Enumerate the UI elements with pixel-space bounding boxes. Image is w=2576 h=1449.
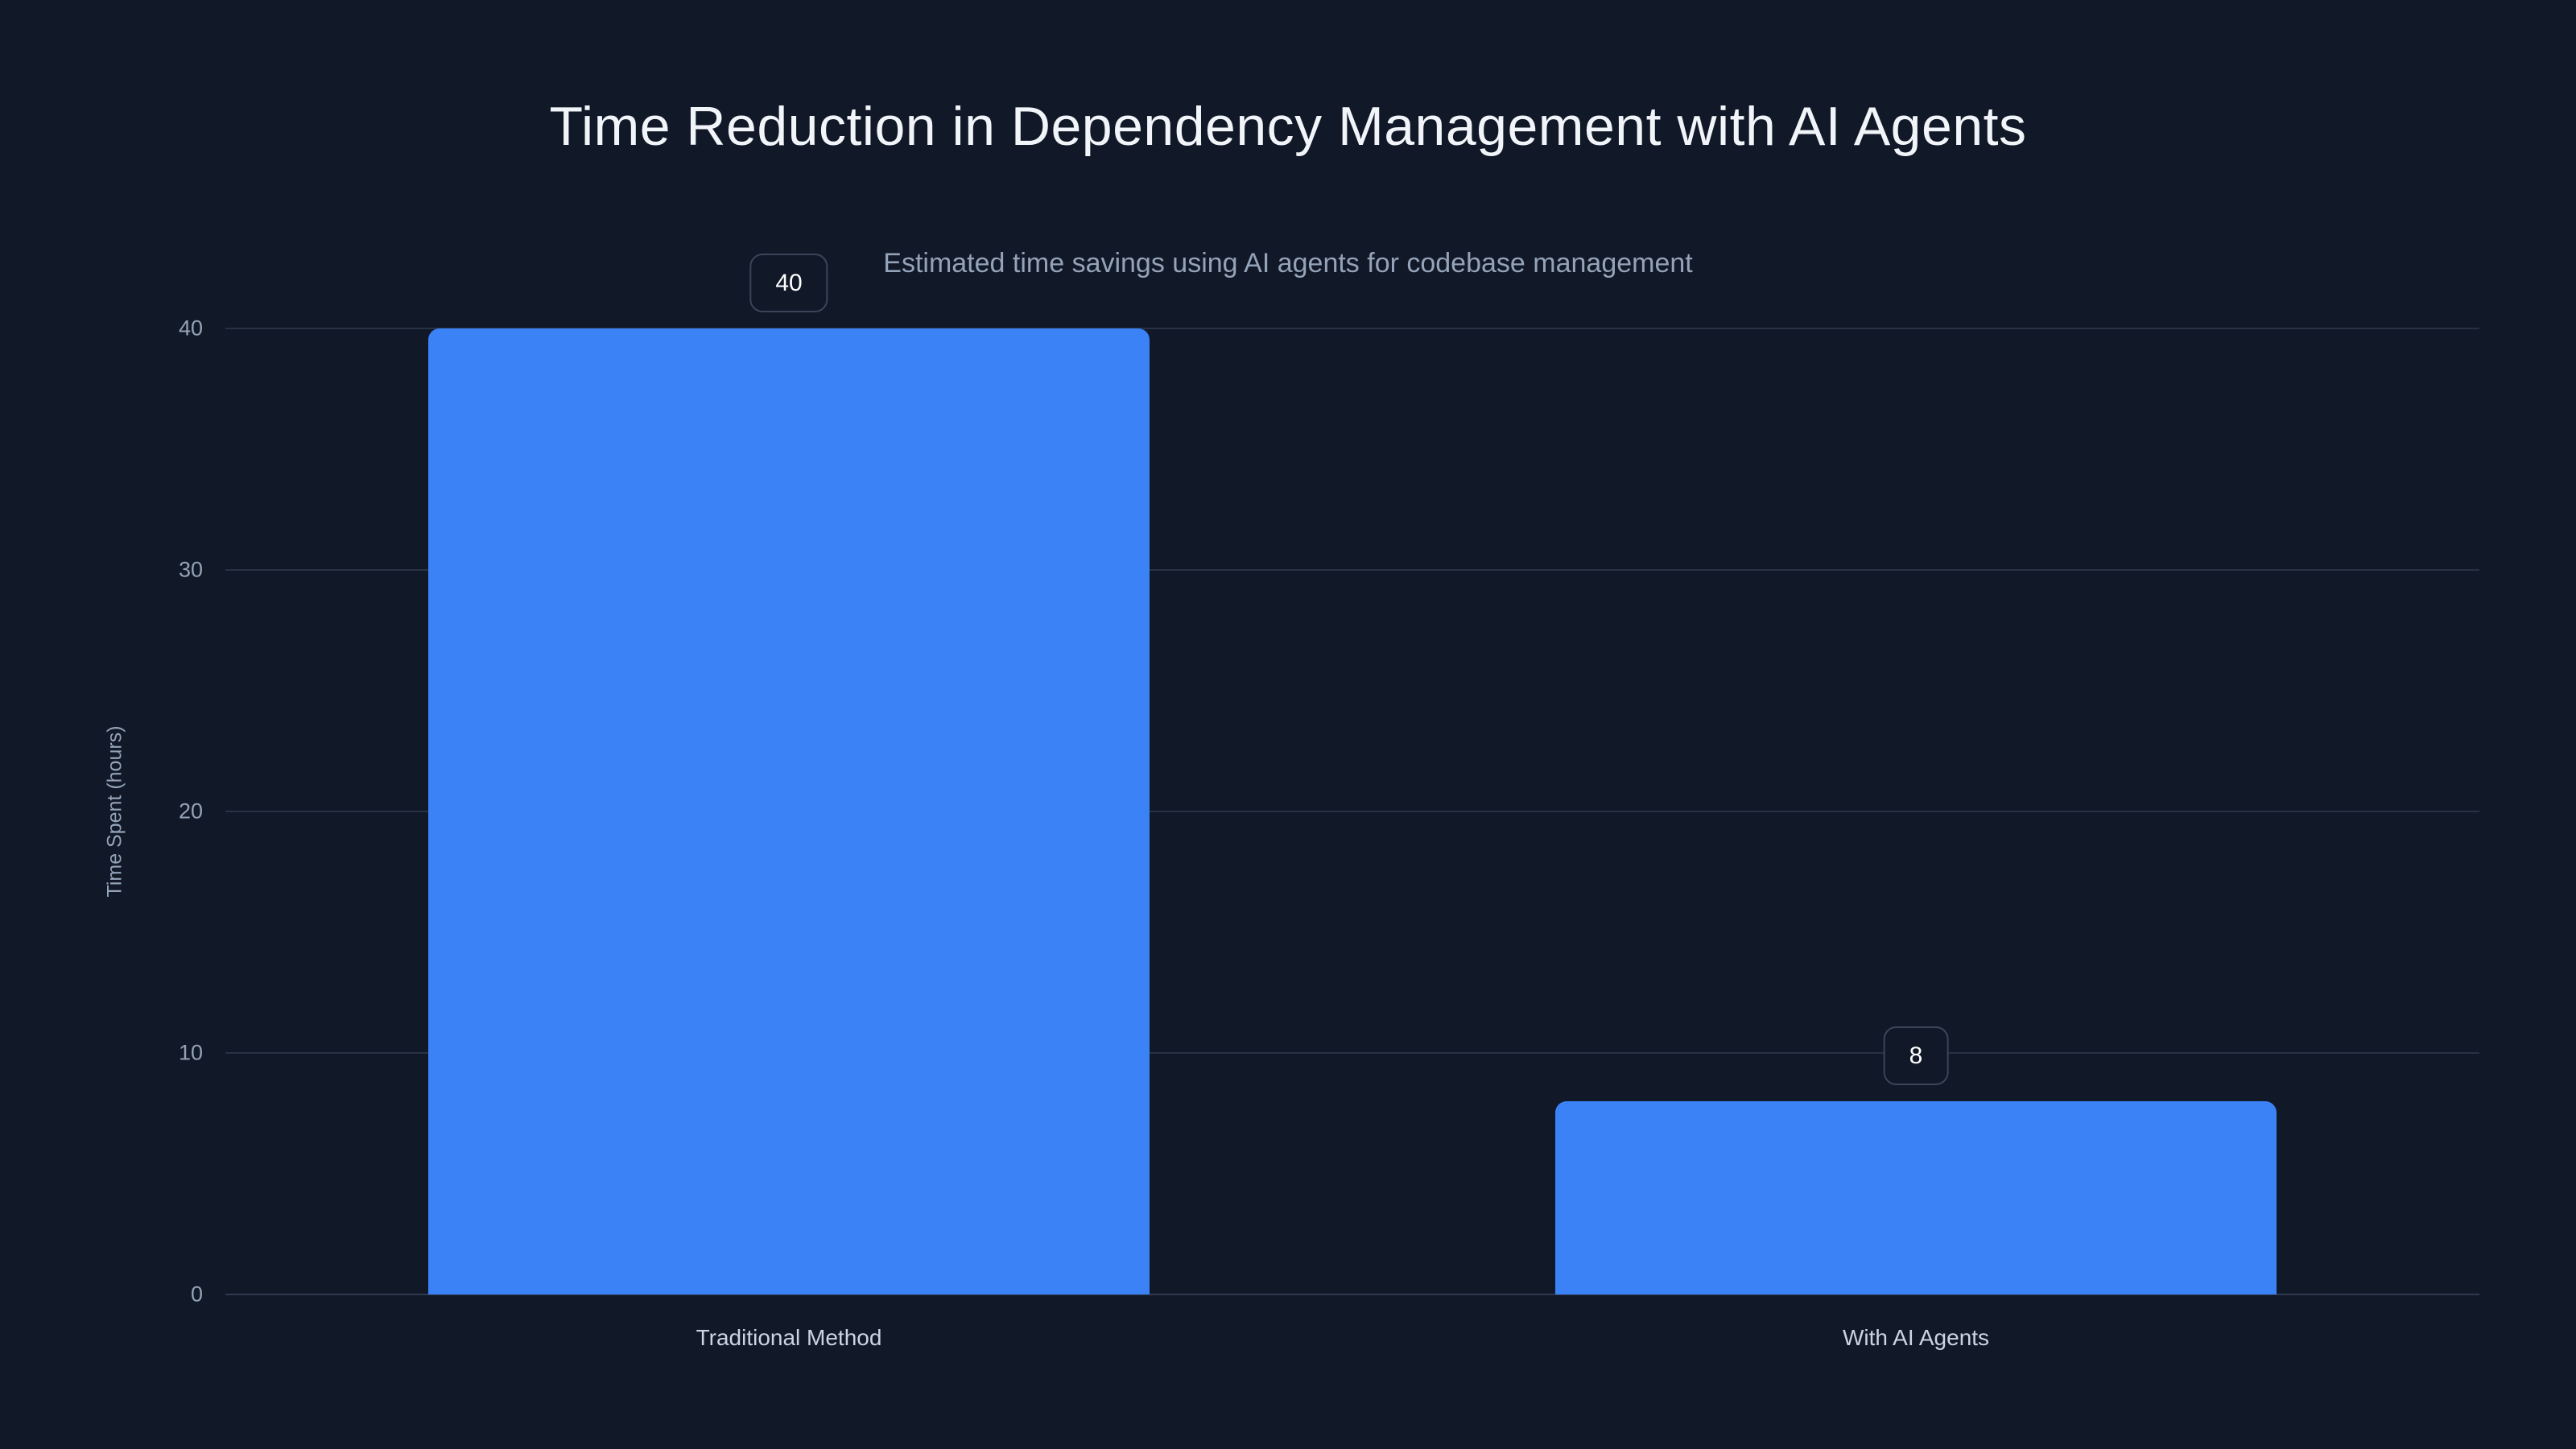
bar-traditional-method[interactable] <box>428 328 1150 1294</box>
y-tick-label-30: 30 <box>178 557 203 582</box>
gridline-y-10 <box>225 1052 2479 1054</box>
value-badge-8: 8 <box>1883 1026 1949 1085</box>
chart-title: Time Reduction in Dependency Management … <box>549 96 2027 157</box>
x-label-with-ai-agents: With AI Agents <box>1842 1325 1990 1350</box>
gridline-y-20 <box>225 811 2479 812</box>
gridline-y-0 <box>225 1294 2479 1295</box>
y-tick-label-0: 0 <box>190 1282 203 1307</box>
gridline-y-30 <box>225 569 2479 571</box>
value-badge-40: 40 <box>749 254 828 312</box>
chart-subtitle: Estimated time savings using AI agents f… <box>883 248 1693 279</box>
bar-with-ai-agents[interactable] <box>1555 1101 2277 1294</box>
y-tick-label-40: 40 <box>178 316 203 341</box>
plot-area <box>225 328 2479 1295</box>
gridline-y-40 <box>225 328 2479 329</box>
y-tick-label-20: 20 <box>178 799 203 824</box>
y-tick-label-10: 10 <box>178 1040 203 1065</box>
x-label-traditional-method: Traditional Method <box>696 1325 882 1350</box>
